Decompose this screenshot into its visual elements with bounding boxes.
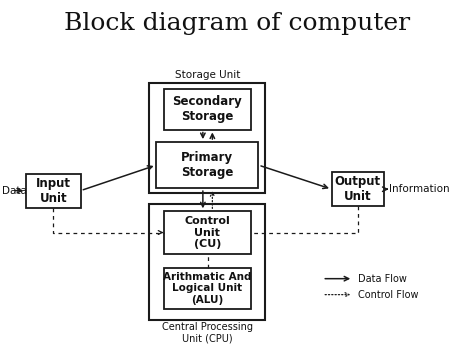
Text: Output
Unit: Output Unit — [335, 175, 381, 203]
Bar — [156, 142, 258, 188]
Text: Control Flow: Control Flow — [358, 290, 419, 300]
Text: Central Processing
Unit (CPU): Central Processing Unit (CPU) — [162, 322, 253, 344]
Text: Input
Unit: Input Unit — [36, 177, 71, 205]
Bar — [164, 268, 251, 309]
Bar — [164, 211, 251, 254]
Bar — [332, 172, 384, 206]
Text: Control
Unit
(CU): Control Unit (CU) — [184, 216, 230, 249]
Text: Arithmatic And
Logical Unit
(ALU): Arithmatic And Logical Unit (ALU) — [163, 272, 252, 305]
Text: Data Flow: Data Flow — [358, 274, 407, 284]
Text: Block diagram of computer: Block diagram of computer — [64, 12, 410, 34]
Text: Storage Unit: Storage Unit — [175, 70, 240, 80]
Bar — [149, 83, 265, 193]
Text: Primary
Storage: Primary Storage — [181, 151, 234, 179]
Bar — [149, 204, 265, 320]
Text: Data: Data — [2, 186, 27, 196]
Text: Information: Information — [389, 184, 449, 194]
Bar — [26, 174, 81, 208]
Bar — [164, 89, 251, 130]
Text: Secondary
Storage: Secondary Storage — [173, 95, 242, 123]
